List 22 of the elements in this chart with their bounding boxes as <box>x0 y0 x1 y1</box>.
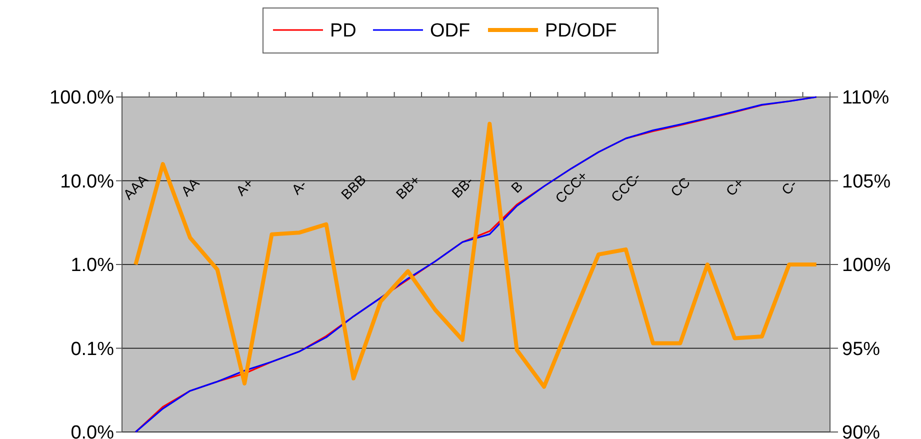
y2-tick-label: 105% <box>842 171 891 192</box>
y-tick-label: 10.0% <box>60 171 114 192</box>
x-tick-label: AA <box>178 174 203 200</box>
legend-label: PD/ODF <box>545 20 617 42</box>
y2-tick-label: 90% <box>842 422 880 439</box>
y-tick-label: 100.0% <box>50 88 114 109</box>
y-tick-label: 0.1% <box>70 338 114 360</box>
y-tick-label: 0.0% <box>70 422 114 439</box>
x-tick-label: CC <box>667 174 693 200</box>
x-tick-label: B <box>508 178 526 196</box>
y2-tick-label: 95% <box>842 338 880 360</box>
legend-label: PD <box>330 20 356 42</box>
x-tick-label: C- <box>778 176 800 198</box>
x-tick-label: C+ <box>722 174 747 200</box>
y2-tick-label: 100% <box>842 255 891 276</box>
legend-label: ODF <box>430 20 470 42</box>
x-tick-label: BB+ <box>392 172 424 202</box>
x-tick-label: A+ <box>232 175 256 199</box>
x-tick-label: A- <box>288 176 310 198</box>
y-tick-label: 1.0% <box>70 255 114 276</box>
x-tick-label: BB- <box>448 172 476 201</box>
y2-tick-label: 110% <box>842 88 890 109</box>
